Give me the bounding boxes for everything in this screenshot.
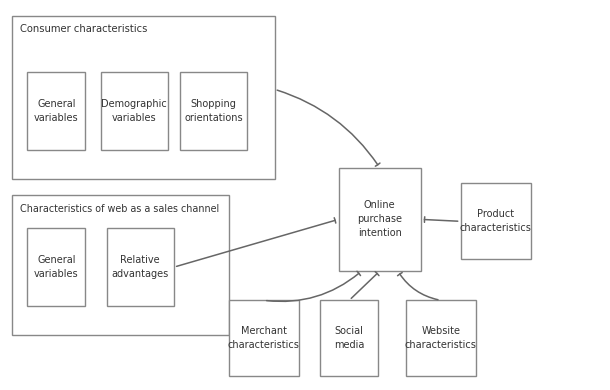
FancyBboxPatch shape: [101, 72, 168, 150]
FancyBboxPatch shape: [12, 16, 274, 179]
Text: Relative
advantages: Relative advantages: [112, 255, 169, 279]
Text: General
variables: General variables: [34, 255, 79, 279]
Text: General
variables: General variables: [34, 99, 79, 123]
FancyBboxPatch shape: [27, 72, 85, 150]
FancyBboxPatch shape: [229, 300, 299, 376]
Text: Social
media: Social media: [334, 326, 364, 350]
FancyBboxPatch shape: [461, 183, 531, 259]
Text: Shopping
orientations: Shopping orientations: [184, 99, 243, 123]
FancyBboxPatch shape: [339, 168, 421, 271]
Text: Merchant
characteristics: Merchant characteristics: [228, 326, 300, 350]
FancyBboxPatch shape: [180, 72, 247, 150]
FancyBboxPatch shape: [320, 300, 378, 376]
Text: Consumer characteristics: Consumer characteristics: [20, 24, 147, 34]
FancyBboxPatch shape: [12, 195, 229, 335]
Text: Product
characteristics: Product characteristics: [460, 209, 531, 233]
FancyBboxPatch shape: [27, 228, 85, 306]
Text: Website
characteristics: Website characteristics: [405, 326, 476, 350]
Text: Demographic
variables: Demographic variables: [101, 99, 167, 123]
Text: Online
purchase
intention: Online purchase intention: [357, 200, 402, 238]
FancyBboxPatch shape: [107, 228, 174, 306]
Text: Characteristics of web as a sales channel: Characteristics of web as a sales channe…: [20, 204, 219, 214]
FancyBboxPatch shape: [406, 300, 476, 376]
